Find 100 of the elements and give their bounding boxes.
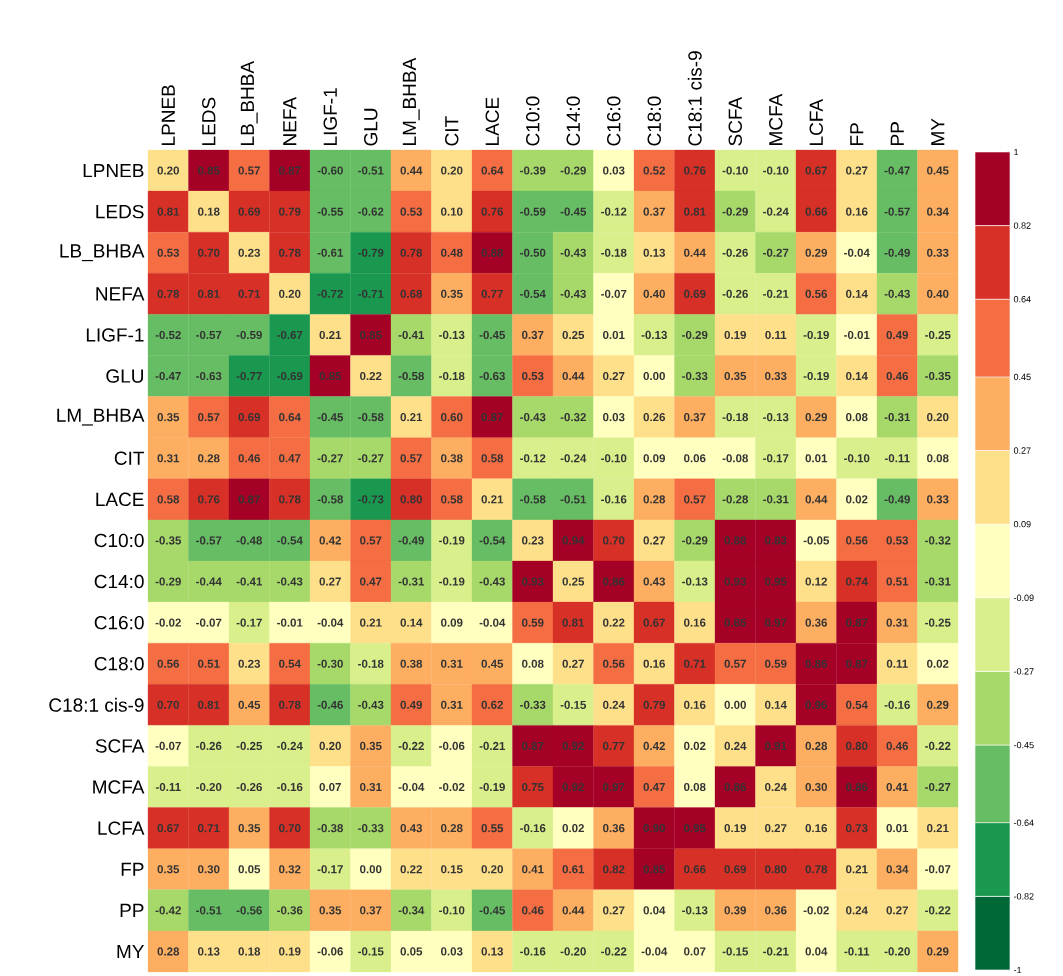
- x-tick-label: C18:1 cis-9: [687, 51, 702, 146]
- data-label: -0.11: [155, 782, 181, 792]
- data-label: 0.20: [481, 865, 503, 874]
- data-label: 0.36: [765, 906, 787, 915]
- data-label: 0.71: [684, 659, 706, 668]
- data-label: 0.02: [846, 495, 868, 504]
- data-label: 0.24: [724, 741, 747, 751]
- color-bar-label: 0.45: [1013, 373, 1031, 381]
- data-label: 0.81: [198, 289, 220, 298]
- data-label: 0.64: [481, 166, 504, 175]
- data-label: -0.71: [358, 289, 384, 298]
- data-label: 0.16: [643, 659, 666, 668]
- data-label: 0.15: [441, 865, 463, 874]
- data-label: 0.66: [805, 207, 828, 216]
- data-label: -0.47: [155, 371, 181, 381]
- data-label: 0.60: [441, 413, 463, 422]
- y-tick-label: SCFA: [95, 739, 145, 753]
- data-label: 0.61: [562, 865, 585, 874]
- data-label: 0.87: [279, 166, 301, 175]
- data-label: -0.16: [884, 700, 910, 709]
- data-label: -0.54: [520, 289, 546, 298]
- data-label: -0.29: [682, 536, 708, 545]
- data-label: 0.36: [805, 618, 828, 627]
- data-label: -0.49: [884, 495, 910, 504]
- data-label: 0.46: [522, 906, 544, 915]
- data-label: 0.16: [846, 207, 868, 216]
- data-label: -0.04: [844, 248, 870, 257]
- data-label: -0.72: [317, 289, 343, 298]
- data-label: 0.19: [724, 824, 747, 833]
- data-label: -0.55: [317, 207, 344, 216]
- data-label: 0.51: [198, 659, 220, 668]
- data-label: -0.48: [236, 536, 262, 545]
- color-bar-label: -0.45: [1013, 741, 1034, 749]
- data-label: 0.22: [360, 371, 382, 381]
- data-label: 0.35: [157, 413, 180, 422]
- data-label: 0.02: [562, 824, 584, 833]
- data-label: 0.01: [805, 454, 828, 463]
- data-label: 0.67: [643, 618, 665, 627]
- data-label: 0.69: [684, 289, 706, 298]
- data-label: 0.21: [481, 495, 504, 504]
- data-label: 0.92: [562, 741, 584, 751]
- data-label: 0.81: [157, 207, 180, 216]
- data-label: 0.28: [198, 454, 220, 463]
- data-label: 0.71: [198, 824, 220, 833]
- y-tick-label: LB_BHBA: [60, 244, 145, 262]
- data-label: -0.33: [682, 371, 708, 381]
- data-label: 0.07: [684, 947, 706, 956]
- data-label: 0.24: [846, 906, 868, 915]
- data-label: -0.20: [560, 947, 586, 956]
- data-label: 0.86: [603, 577, 625, 586]
- data-label: 0.23: [522, 536, 544, 545]
- data-label: 0.27: [846, 166, 868, 175]
- data-label: 0.86: [724, 782, 747, 792]
- data-label: 0.02: [927, 659, 949, 668]
- y-tick-label: MY: [117, 944, 145, 958]
- data-label: 0.34: [927, 207, 949, 216]
- data-label: 0.30: [198, 865, 220, 874]
- data-label: -0.56: [236, 906, 262, 915]
- data-label: 0.45: [927, 166, 949, 175]
- data-label: -0.13: [682, 577, 708, 586]
- data-label: -0.29: [682, 330, 708, 340]
- data-label: 0.38: [441, 454, 463, 463]
- data-label: 0.95: [684, 824, 706, 833]
- data-label: -0.02: [803, 906, 829, 915]
- data-label: -0.50: [520, 248, 546, 257]
- data-label: 0.53: [886, 536, 909, 545]
- data-label: -0.18: [722, 413, 748, 422]
- data-label: -0.07: [196, 618, 222, 627]
- data-label: 0.03: [603, 413, 625, 422]
- data-label: -0.43: [479, 577, 505, 586]
- data-label: -0.19: [439, 577, 465, 586]
- data-label: -0.04: [398, 782, 425, 792]
- data-label: 0.69: [724, 865, 747, 874]
- data-label: 0.53: [522, 371, 544, 381]
- data-label: -0.58: [358, 413, 384, 422]
- data-label: -0.35: [155, 536, 182, 545]
- data-label: -0.51: [358, 166, 384, 175]
- data-label: -0.12: [520, 454, 546, 463]
- data-label: 0.57: [198, 413, 220, 422]
- y-tick-label: LPNEB: [83, 164, 144, 178]
- data-label: 0.02: [684, 741, 706, 751]
- data-label: -0.45: [479, 330, 506, 340]
- data-label: -0.26: [722, 289, 748, 298]
- data-label: 0.05: [400, 947, 423, 956]
- data-label: 0.80: [846, 741, 868, 751]
- data-label: 0.49: [400, 700, 423, 709]
- data-label: -0.10: [763, 166, 789, 175]
- data-label: -0.16: [601, 495, 627, 504]
- data-label: -0.24: [560, 454, 587, 463]
- data-label: 0.55: [481, 824, 504, 833]
- data-label: 0.56: [157, 659, 180, 668]
- data-label: 0.28: [157, 947, 180, 956]
- data-label: -0.07: [155, 741, 181, 751]
- data-label: -0.02: [439, 782, 465, 792]
- data-label: 0.19: [724, 330, 747, 340]
- data-label: 0.35: [238, 824, 261, 833]
- data-label: 0.97: [603, 782, 625, 792]
- data-label: 0.31: [157, 454, 180, 463]
- data-label: -0.32: [560, 413, 586, 422]
- data-label: 0.29: [927, 700, 949, 709]
